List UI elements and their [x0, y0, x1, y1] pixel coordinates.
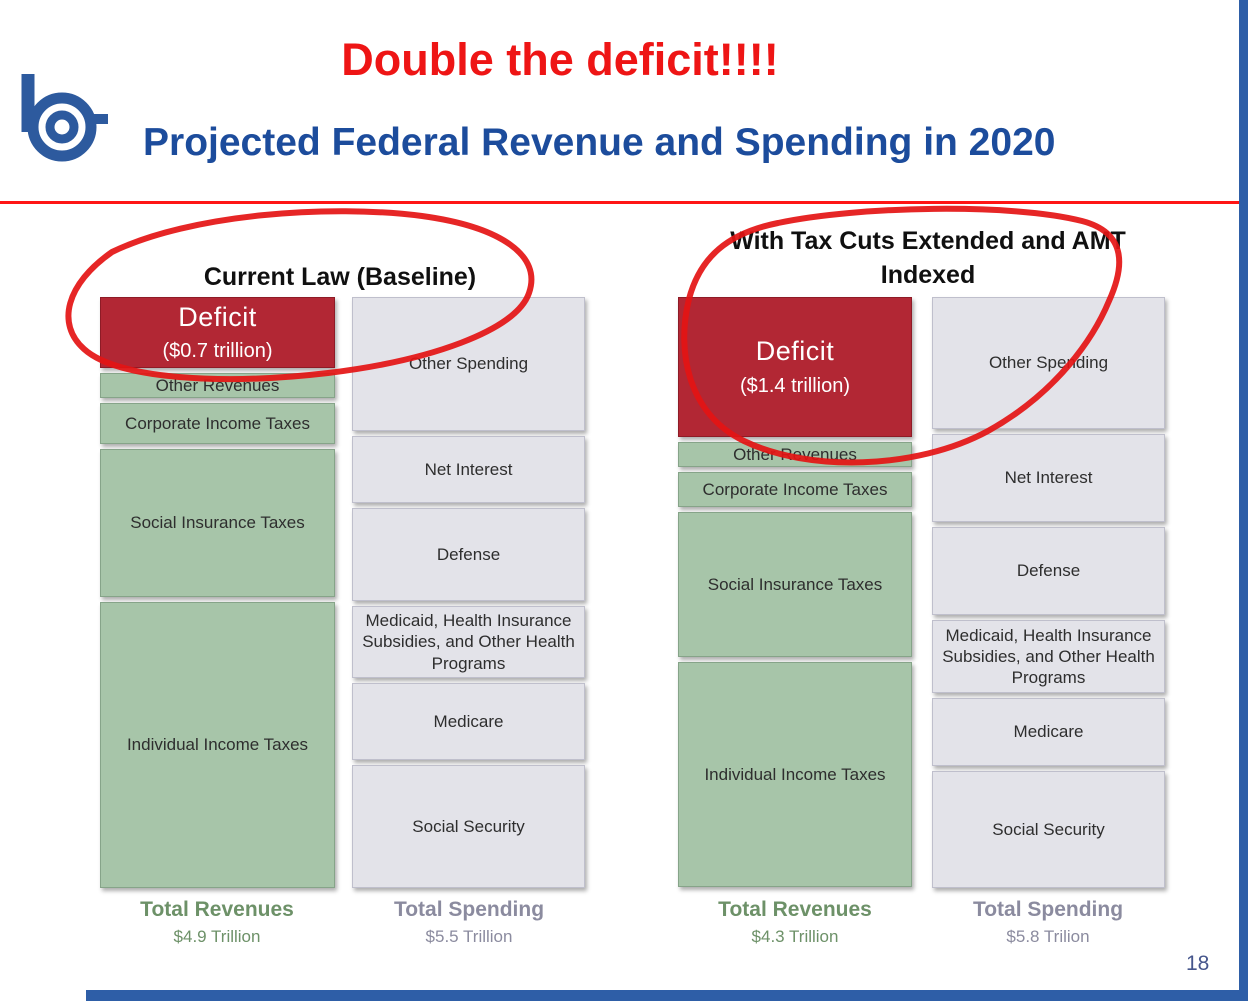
segment-label: Net Interest — [424, 459, 513, 479]
segment-label: Social Insurance Taxes — [707, 574, 883, 594]
bar-segment: Medicaid, Health Insurance Subsidies, an… — [352, 606, 585, 678]
segment-label: Social Security — [992, 819, 1105, 839]
scenario-heading-current-law: Current Law (Baseline) — [203, 263, 477, 291]
revenues-bar-current-law: Deficit ($0.7 trillion) Other Revenues Corp… — [100, 297, 335, 888]
segment-label: Medicaid, Health Insurance Subsidies, an… — [362, 611, 575, 673]
total-revenues-value: $4.9 Trillion — [173, 927, 261, 946]
total-spending-value: $5.8 Trilion — [1006, 927, 1090, 946]
segment-label: Social Security — [412, 816, 525, 836]
segment-label: Corporate Income Taxes — [125, 413, 310, 433]
total-spending-current-law: Total Spending $5.5 Trillion — [349, 898, 589, 947]
segment-label: Medicare — [1013, 722, 1084, 742]
segment-label: Net Interest — [1004, 468, 1093, 488]
segment-label: Other Revenues — [155, 375, 280, 395]
bar-segment: Defense — [932, 527, 1165, 615]
total-revenues-tax-cuts: Total Revenues $4.3 Trillion — [675, 898, 915, 947]
bar-segment: Medicare — [352, 683, 585, 760]
bar-segment: Defense — [352, 508, 585, 601]
total-revenues-current-law: Total Revenues $4.9 Trillion — [97, 898, 337, 947]
bar-segment: Corporate Income Taxes — [678, 472, 912, 507]
spending-bar-current-law: Other Spending Net Interest Defense Medicai… — [352, 297, 585, 888]
bar-segment: Other Revenues — [100, 373, 335, 398]
b-logo-icon — [21, 74, 108, 162]
segment-sublabel: ($0.7 trillion) — [162, 340, 273, 363]
segment-label: Corporate Income Taxes — [702, 479, 888, 499]
total-revenues-heading: Total Revenues — [718, 898, 872, 921]
total-spending-value: $5.5 Trillion — [425, 927, 513, 946]
segment-label: Medicaid, Health Insurance Subsidies, an… — [942, 625, 1155, 688]
handwritten-title: Double the deficit!!!! — [341, 34, 779, 85]
red-divider-line — [0, 201, 1248, 204]
segment-label: Defense — [1016, 561, 1081, 581]
total-spending-tax-cuts: Total Spending $5.8 Trilion — [928, 898, 1168, 947]
segment-label: Other Spending — [988, 353, 1109, 373]
spending-bar-tax-cuts: Other Spending Net Interest Defense Medicai… — [932, 297, 1165, 888]
revenues-bar-tax-cuts: Deficit ($1.4 trillion) Other Revenues Corp… — [678, 297, 912, 888]
total-revenues-heading: Total Revenues — [140, 898, 294, 921]
deficit-segment: Deficit ($1.4 trillion) — [678, 297, 912, 437]
bar-segment: Other Spending — [352, 297, 585, 431]
bar-segment: Net Interest — [932, 434, 1165, 522]
segment-label: Individual Income Taxes — [704, 764, 886, 784]
segment-label: Medicare — [433, 711, 504, 731]
bar-segment: Social Security — [932, 771, 1165, 888]
bar-segment: Corporate Income Taxes — [100, 403, 335, 444]
segment-label: Deficit — [755, 336, 835, 367]
bar-segment: Social Insurance Taxes — [678, 512, 912, 657]
slide-edge-right — [1239, 0, 1248, 1001]
bar-segment: Individual Income Taxes — [100, 602, 335, 888]
bar-segment: Social Security — [352, 765, 585, 888]
deficit-segment: Deficit ($0.7 trillion) — [100, 297, 335, 368]
bar-segment: Social Insurance Taxes — [100, 449, 335, 597]
org-logo — [12, 70, 108, 166]
total-spending-heading: Total Spending — [972, 898, 1124, 921]
bar-segment: Other Spending — [932, 297, 1165, 429]
bar-segment: Other Revenues — [678, 442, 912, 467]
scenario-heading-tax-cuts: With Tax Cuts Extended and AMT Indexed — [730, 227, 1126, 289]
segment-label: Defense — [436, 544, 501, 564]
bar-segment: Medicaid, Health Insurance Subsidies, an… — [932, 620, 1165, 693]
total-spending-heading: Total Spending — [393, 898, 545, 921]
page-number: 18 — [1186, 952, 1210, 975]
bar-segment: Individual Income Taxes — [678, 662, 912, 887]
slide-edge-bottom — [86, 990, 1248, 1001]
segment-label: Individual Income Taxes — [126, 735, 309, 755]
segment-label: Social Insurance Taxes — [130, 513, 305, 533]
bar-segment: Medicare — [932, 698, 1165, 766]
segment-label: Other Spending — [408, 354, 529, 374]
segment-label: Other Revenues — [733, 444, 857, 464]
segment-label: Deficit — [178, 301, 257, 332]
total-revenues-value: $4.3 Trillion — [751, 927, 839, 946]
bar-segment: Net Interest — [352, 436, 585, 503]
segment-sublabel: ($1.4 trillion) — [739, 374, 851, 397]
slide-title: Projected Federal Revenue and Spending i… — [143, 121, 1056, 164]
